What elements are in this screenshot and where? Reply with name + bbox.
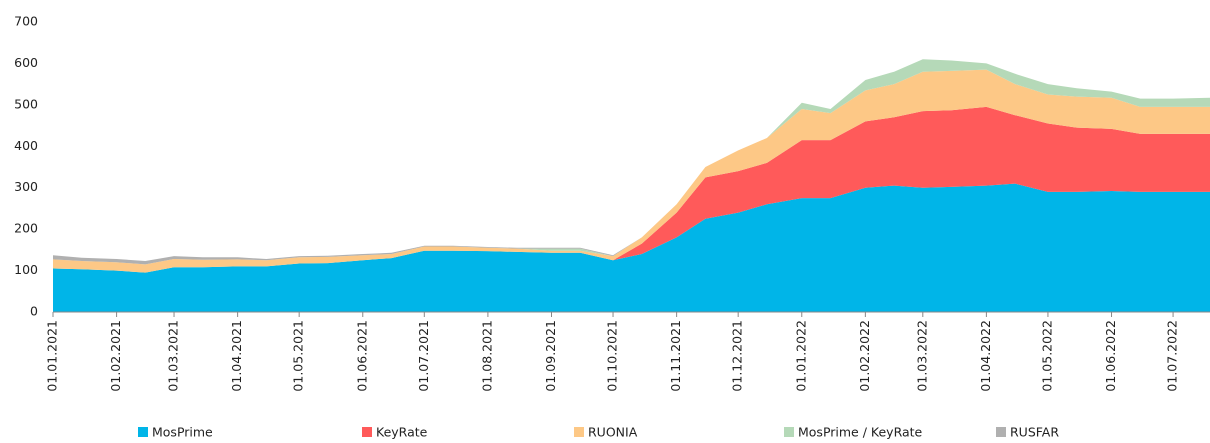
- x-tick-label: 01.07.2022: [1165, 320, 1180, 392]
- y-tick-label: 200: [14, 221, 38, 236]
- legend-label: MosPrime: [152, 425, 213, 440]
- x-tick-label: 01.05.2021: [291, 320, 306, 392]
- x-tick-label: 01.01.2021: [45, 320, 60, 392]
- area: [53, 106, 1210, 273]
- x-tick-label: 01.06.2021: [354, 320, 369, 392]
- y-tick-label: 0: [30, 304, 38, 319]
- x-tick-label: 01.04.2021: [229, 320, 244, 392]
- legend-swatch: [784, 427, 794, 437]
- x-tick-label: 01.08.2021: [479, 320, 494, 392]
- y-tick-label: 100: [14, 262, 38, 277]
- legend-label: KeyRate: [376, 425, 428, 440]
- y-tick-label: 500: [14, 96, 38, 111]
- x-tick-label: 01.06.2022: [1103, 320, 1118, 392]
- x-tick-label: 01.01.2022: [793, 320, 808, 392]
- legend-swatch: [996, 427, 1006, 437]
- x-tick-label: 01.07.2021: [416, 320, 431, 392]
- x-tick-label: 01.11.2021: [668, 320, 683, 392]
- y-tick-label: 400: [14, 138, 38, 153]
- x-tick-label: 01.04.2022: [978, 320, 993, 392]
- legend-label: RUONIA: [588, 425, 638, 440]
- legend-label: RUSFAR: [1010, 425, 1059, 440]
- x-tick-label: 01.03.2021: [166, 320, 181, 392]
- x-tick-label: 01.12.2021: [730, 320, 745, 392]
- legend-swatch: [138, 427, 148, 437]
- y-tick-label: 700: [14, 14, 38, 29]
- legend-label: MosPrime / KeyRate: [798, 425, 923, 440]
- y-tick-label: 300: [14, 179, 38, 194]
- x-tick-label: 01.05.2022: [1039, 320, 1054, 392]
- legend-swatch: [574, 427, 584, 437]
- x-tick-label: 01.02.2022: [857, 320, 872, 392]
- x-tick-label: 01.10.2021: [605, 320, 620, 392]
- area: [53, 183, 1210, 312]
- x-tick-label: 01.09.2021: [543, 320, 558, 392]
- x-tick-label: 01.03.2022: [914, 320, 929, 392]
- legend-swatch: [362, 427, 372, 437]
- x-tick-label: 01.02.2021: [108, 320, 123, 392]
- y-tick-label: 600: [14, 55, 38, 70]
